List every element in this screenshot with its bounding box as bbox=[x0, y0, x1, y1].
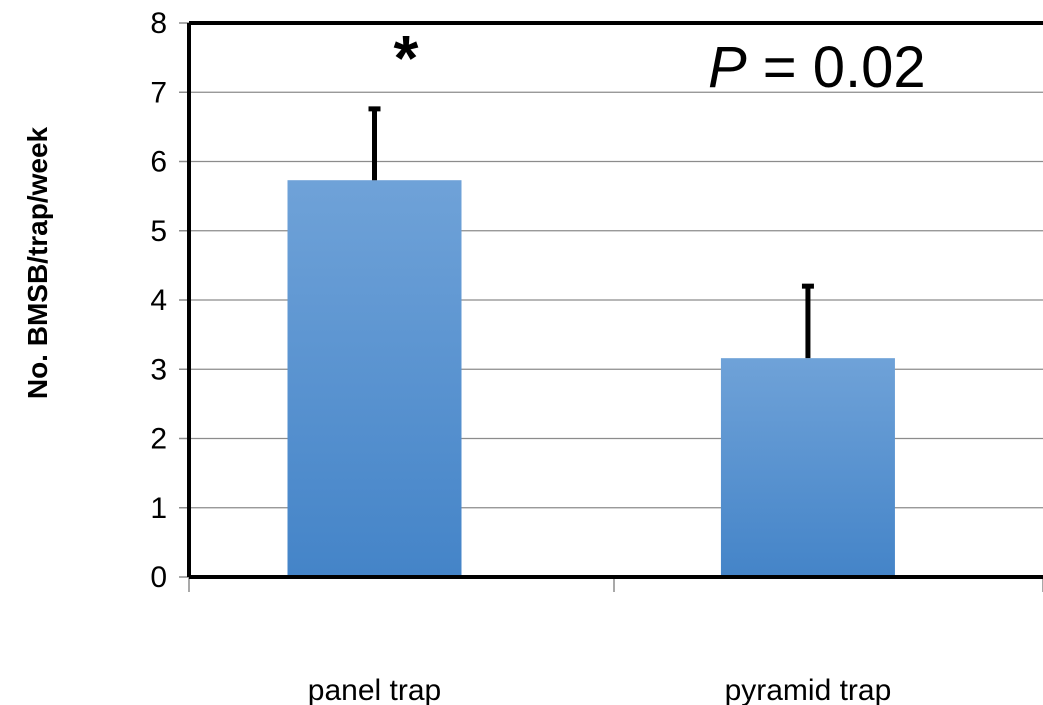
y-tick-label: 4 bbox=[150, 284, 167, 317]
bar bbox=[287, 180, 462, 577]
significance-marker: * bbox=[394, 22, 419, 94]
p-value-symbol: P bbox=[708, 35, 747, 100]
labels: 0 1 2 3 4 5 6 7 8 panel trap pyramid trap bbox=[150, 7, 891, 705]
y-tick-label: 8 bbox=[150, 7, 167, 40]
p-value-text: = 0.02 bbox=[747, 35, 926, 100]
x-category-label: pyramid trap bbox=[725, 674, 892, 705]
y-axis-label: No. BMSB/trap/week bbox=[22, 126, 53, 399]
y-tick-label: 1 bbox=[150, 492, 167, 525]
y-tick-label: 3 bbox=[150, 353, 167, 386]
y-tick-label: 5 bbox=[150, 215, 167, 248]
bars bbox=[287, 106, 895, 577]
y-tick-label: 7 bbox=[150, 76, 167, 109]
x-category-label: panel trap bbox=[308, 674, 441, 705]
y-tick-label: 2 bbox=[150, 423, 167, 456]
axes bbox=[179, 21, 1043, 592]
p-value-annotation: P = 0.02 bbox=[708, 35, 926, 100]
y-tick-label: 6 bbox=[150, 146, 167, 179]
y-tick-label: 0 bbox=[150, 561, 167, 594]
bar bbox=[720, 358, 895, 577]
